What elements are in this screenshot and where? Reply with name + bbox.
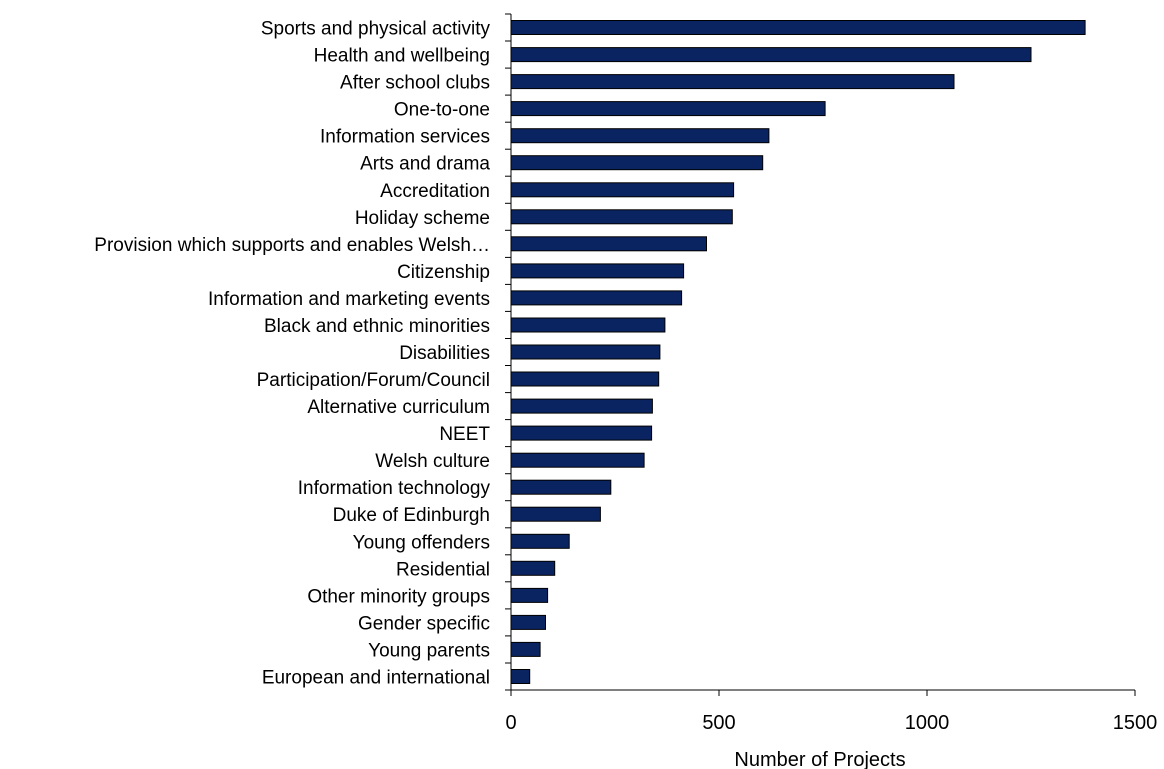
category-label: Welsh culture: [375, 451, 490, 472]
category-label: Residential: [396, 559, 490, 580]
category-label: Information technology: [298, 478, 491, 499]
x-tick-label: 0: [505, 712, 516, 734]
bar: [510, 371, 660, 387]
bar: [510, 398, 653, 414]
category-label: Other minority groups: [307, 586, 490, 607]
category-label: Duke of Edinburgh: [333, 505, 490, 526]
bar: [510, 182, 735, 198]
bar: [510, 47, 1032, 63]
category-label: Accreditation: [380, 181, 490, 202]
category-label: Participation/Forum/Council: [257, 370, 490, 391]
bar: [510, 101, 826, 117]
bar: [510, 669, 531, 684]
category-label: Holiday scheme: [355, 208, 490, 229]
category-label: Sports and physical activity: [261, 19, 491, 40]
bar: [510, 506, 601, 522]
category-label: Alternative curriculum: [307, 397, 490, 418]
category-label: Black and ethnic minorities: [264, 316, 490, 337]
category-label: One-to-one: [394, 100, 490, 121]
bar: [510, 425, 653, 441]
labels-layer: Sports and physical activity Health and w…: [94, 19, 1157, 735]
x-tick-label: 500: [702, 712, 735, 734]
category-label: Young parents: [368, 640, 490, 661]
category-label: Gender specific: [358, 613, 490, 634]
bar: [510, 587, 549, 603]
axis-layer: [505, 13, 1136, 696]
bar: [510, 155, 764, 171]
x-tick-label: 1000: [905, 712, 950, 734]
bars-layer: [510, 20, 1086, 684]
category-label: Provision which supports and enables Wel…: [94, 235, 490, 256]
category-label: Health and wellbeing: [314, 46, 490, 67]
bar: [510, 641, 541, 657]
bar: [510, 209, 733, 225]
bar: [510, 344, 661, 360]
x-tick-label: 1500: [1113, 712, 1158, 734]
bar: [510, 452, 645, 468]
bar: [510, 20, 1086, 35]
category-label: NEET: [439, 424, 490, 445]
category-label: European and international: [262, 668, 490, 689]
bar: [510, 74, 955, 90]
bar: [510, 560, 556, 576]
category-label: Citizenship: [397, 262, 490, 283]
bar: [510, 479, 612, 495]
bar: [510, 317, 666, 333]
bar: [510, 263, 685, 279]
category-label: Arts and drama: [360, 154, 490, 175]
category-label: Young offenders: [353, 532, 490, 553]
bar: [510, 533, 570, 549]
category-label: After school clubs: [340, 73, 490, 94]
category-label: Disabilities: [399, 343, 490, 364]
bar: [510, 236, 707, 252]
category-label: Information and marketing events: [208, 289, 490, 310]
bar: [510, 128, 770, 144]
category-label: Information services: [320, 127, 490, 148]
bar: [510, 614, 546, 630]
x-axis-title: Number of Projects: [734, 749, 905, 769]
bar: [510, 290, 683, 306]
